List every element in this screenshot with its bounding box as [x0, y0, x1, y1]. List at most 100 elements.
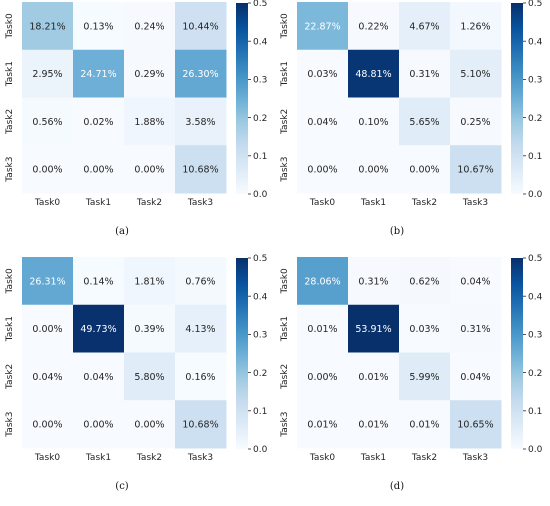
- colorbar-tick-label: 0.1: [253, 152, 267, 162]
- heatmap-cell-r2-c1: [348, 352, 400, 401]
- heatmap-cell-r1-c0: [22, 49, 74, 98]
- heatmap-cell-r1-c1: [73, 304, 125, 353]
- heatmap-cell-r2-c2: [124, 352, 176, 401]
- cell-value-label: 0.00%: [409, 165, 439, 176]
- y-tick-label-task1: Task1: [280, 316, 290, 342]
- colorbar-tick-label: 0.1: [528, 152, 542, 162]
- heatmap-cell-r3-c1: [348, 145, 400, 194]
- cell-value-label: 0.24%: [134, 21, 164, 32]
- cell-value-label: 0.00%: [307, 372, 337, 383]
- cell-value-label: 24.71%: [80, 69, 116, 80]
- heatmap-cell-r2-c0: [22, 352, 74, 401]
- heatmap-cell-r1-c3: [450, 304, 502, 353]
- cell-value-label: 0.56%: [32, 117, 62, 128]
- heatmap-cell-r3-c0: [22, 400, 74, 449]
- cell-value-label: 3.58%: [185, 117, 215, 128]
- cell-value-label: 0.14%: [83, 276, 113, 287]
- heatmap-cell-r2-c3: [450, 97, 502, 146]
- heatmap-cell-r3-c0: [22, 145, 74, 194]
- heatmap-panel-3: 28.06% 0.31% 0.62% 0.04% 0.01% 53.91% 0.03% 0.3…: [280, 254, 543, 492]
- heatmap-cell-r3-c2: [124, 400, 176, 449]
- y-tick-label-task1: Task1: [5, 61, 15, 87]
- heatmap-cell-r2-c2: [399, 352, 451, 401]
- x-tick-label-task0: Task0: [309, 198, 335, 208]
- heatmap-cell-r3-c0: [297, 400, 349, 449]
- x-tick-label-task2: Task2: [136, 198, 162, 208]
- heatmap-cell-r3-c1: [73, 400, 125, 449]
- x-tick-label-task3: Task3: [187, 198, 213, 208]
- heatmap-cell-r2-c1: [73, 352, 125, 401]
- cell-value-label: 0.10%: [358, 117, 388, 128]
- colorbar: [511, 3, 523, 194]
- subfigure-caption: (c): [115, 481, 129, 492]
- x-tick-label-task1: Task1: [85, 453, 111, 463]
- colorbar-tick-label: 0.4: [528, 292, 543, 302]
- cell-value-label: 26.31%: [29, 276, 65, 287]
- cell-value-label: 22.87%: [304, 21, 340, 32]
- heatmap-cell-r0-c0: [22, 257, 74, 306]
- heatmap-cell-r0-c1: [73, 257, 125, 306]
- cell-value-label: 0.31%: [358, 276, 388, 287]
- heatmap-cell-r1-c2: [124, 304, 176, 353]
- colorbar: [511, 258, 523, 449]
- heatmap-cell-r3-c2: [399, 400, 451, 449]
- cell-value-label: 10.68%: [182, 420, 218, 431]
- cell-value-label: 0.22%: [358, 21, 388, 32]
- cell-value-label: 4.13%: [185, 324, 215, 335]
- cell-value-label: 0.00%: [32, 420, 62, 431]
- cell-value-label: 0.00%: [134, 420, 164, 431]
- y-tick-label-task1: Task1: [280, 61, 290, 87]
- heatmap-panel-1: 22.87% 0.22% 4.67% 1.26% 0.03% 48.81% 0.31% 5.1…: [280, 0, 543, 237]
- colorbar-tick-label: 0.3: [253, 76, 267, 86]
- cell-value-label: 0.16%: [185, 372, 215, 383]
- heatmap-cell-r0-c2: [124, 257, 176, 306]
- cell-value-label: 0.04%: [83, 372, 113, 383]
- heatmap-cell-r0-c3: [175, 257, 227, 306]
- heatmap-cell-r1-c2: [124, 49, 176, 98]
- cell-value-label: 4.67%: [409, 21, 439, 32]
- cell-value-label: 48.81%: [355, 69, 391, 80]
- cell-value-label: 0.13%: [83, 21, 113, 32]
- cell-value-label: 0.04%: [460, 372, 490, 383]
- heatmap-cell-r2-c3: [175, 352, 227, 401]
- heatmap-cell-r2-c2: [399, 97, 451, 146]
- heatmap-cell-r0-c3: [450, 257, 502, 306]
- x-tick-label-task0: Task0: [309, 453, 335, 463]
- heatmap-cell-r1-c0: [22, 304, 74, 353]
- cell-value-label: 0.01%: [307, 324, 337, 335]
- heatmap-cell-r0-c1: [73, 2, 125, 51]
- colorbar-tick-label: 0.3: [528, 76, 542, 86]
- colorbar-tick-label: 0.2: [528, 114, 542, 124]
- colorbar: [236, 3, 248, 194]
- cell-value-label: 0.25%: [460, 117, 490, 128]
- heatmap-cell-r3-c3: [450, 145, 502, 194]
- heatmap-cell-r2-c1: [73, 97, 125, 146]
- cell-value-label: 10.44%: [182, 21, 218, 32]
- cell-value-label: 0.39%: [134, 324, 164, 335]
- y-tick-label-task0: Task0: [280, 268, 290, 294]
- heatmap-cell-r0-c3: [175, 2, 227, 51]
- heatmap-cell-r0-c0: [22, 2, 74, 51]
- heatmap-cell-r1-c0: [297, 49, 349, 98]
- colorbar-tick-label: 0.5: [253, 254, 267, 264]
- y-tick-label-task0: Task0: [5, 13, 15, 39]
- cell-value-label: 0.76%: [185, 276, 215, 287]
- cell-value-label: 0.00%: [32, 324, 62, 335]
- heatmap-cell-r3-c2: [124, 145, 176, 194]
- heatmap-cell-r3-c3: [175, 400, 227, 449]
- subfigure-caption: (b): [390, 226, 404, 237]
- y-tick-label-task3: Task3: [280, 157, 290, 183]
- cell-value-label: 10.68%: [182, 165, 218, 176]
- heatmap-cell-r0-c1: [348, 257, 400, 306]
- cell-value-label: 0.01%: [409, 420, 439, 431]
- x-tick-label-task1: Task1: [360, 453, 386, 463]
- heatmap-cell-r1-c1: [348, 304, 400, 353]
- x-tick-label-task3: Task3: [462, 453, 488, 463]
- cell-value-label: 18.21%: [29, 21, 65, 32]
- heatmap-cell-r2-c0: [22, 97, 74, 146]
- cell-value-label: 0.04%: [307, 117, 337, 128]
- cell-value-label: 2.95%: [32, 69, 62, 80]
- heatmap-cell-r3-c1: [348, 400, 400, 449]
- y-tick-label-task2: Task2: [280, 109, 290, 135]
